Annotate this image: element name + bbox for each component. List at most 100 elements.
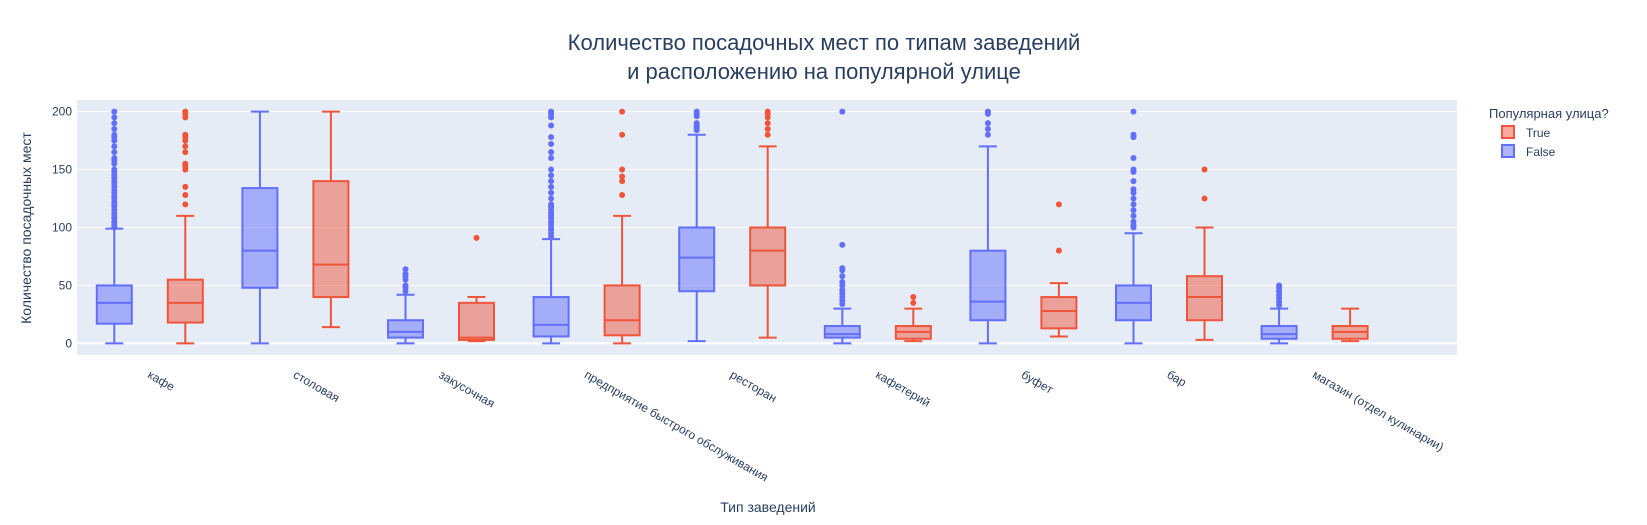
outlier-point (1130, 131, 1137, 138)
outlier-point (548, 149, 555, 156)
box-false (241, 110, 279, 345)
outlier-point (1130, 201, 1137, 208)
outlier-point (619, 131, 626, 138)
outlier-point (1130, 212, 1137, 219)
outlier-point (619, 173, 626, 180)
outlier-point (548, 166, 555, 173)
y-axis-ticks: 0 50 100 150 200 (52, 105, 72, 351)
box-false (678, 108, 716, 343)
outlier-point (764, 108, 771, 115)
outlier-point (548, 141, 555, 148)
box-true (166, 108, 204, 345)
box-true (1186, 166, 1223, 341)
outlier-point (619, 178, 626, 185)
box-series (95, 108, 1369, 345)
y-tick-label: 100 (52, 221, 72, 235)
box-true (1331, 307, 1369, 343)
outlier-point (182, 108, 189, 115)
y-axis-title: Количество посадочных мест (18, 132, 34, 324)
outlier-point (619, 166, 626, 173)
legend-swatch-false (1501, 144, 1515, 158)
outlier-point (182, 201, 189, 208)
outlier-point (1130, 186, 1137, 193)
outlier-point (1276, 282, 1283, 289)
legend-item-false[interactable]: False (1501, 144, 1556, 159)
outlier-point (764, 120, 771, 127)
outlier-point (111, 149, 118, 156)
legend-label-true: True (1526, 126, 1551, 140)
iqr-box (749, 226, 787, 287)
outlier-point (839, 265, 846, 272)
legend-title: Популярная улица? (1489, 106, 1609, 121)
chart-title-line-2: и расположению на популярной улице (627, 59, 1021, 84)
iqr-box (532, 296, 570, 338)
outlier-point (402, 266, 409, 273)
outlier-point (1130, 195, 1137, 202)
outlier-point (548, 195, 555, 202)
iqr-box (312, 180, 350, 299)
outlier-point (111, 131, 118, 138)
legend: Популярная улица? True False (1489, 106, 1609, 159)
outlier-point (182, 143, 189, 150)
box-false (532, 108, 570, 345)
iqr-box (1040, 296, 1078, 330)
box-true (458, 234, 495, 343)
y-tick-label: 50 (59, 278, 73, 292)
outlier-point (548, 183, 555, 190)
iqr-box (678, 226, 716, 293)
iqr-box (166, 278, 204, 324)
outlier-point (402, 270, 409, 277)
box-true (1040, 201, 1078, 338)
outlier-point (111, 108, 118, 115)
y-tick-label: 150 (52, 163, 72, 177)
outlier-point (1130, 207, 1137, 214)
outlier-point (1201, 166, 1208, 173)
outlier-point (1055, 201, 1062, 208)
outlier-point (111, 154, 118, 161)
outlier-point (548, 189, 555, 196)
box-false (969, 108, 1007, 345)
outlier-point (402, 282, 409, 289)
outlier-point (1130, 166, 1137, 173)
outlier-point (182, 192, 189, 199)
outlier-point (839, 273, 846, 280)
outlier-point (548, 201, 555, 208)
legend-item-true[interactable]: True (1501, 125, 1551, 140)
outlier-point (1130, 218, 1137, 225)
outlier-point (839, 108, 846, 115)
iqr-box (241, 187, 279, 289)
box-false (387, 266, 424, 345)
outlier-point (1130, 108, 1137, 115)
outlier-point (619, 108, 626, 115)
outlier-point (1130, 178, 1137, 185)
outlier-point (111, 120, 118, 127)
outlier-point (910, 299, 917, 306)
outlier-point (111, 143, 118, 150)
outlier-point (984, 120, 991, 127)
y-tick-label: 0 (65, 336, 72, 350)
chart-title-line-1: Количество посадочных мест по типам заве… (568, 30, 1081, 55)
outlier-point (839, 287, 846, 294)
legend-label-false: False (1526, 145, 1556, 159)
outlier-point (473, 234, 480, 241)
iqr-box (95, 284, 133, 325)
box-true (894, 294, 932, 343)
iqr-box (969, 249, 1007, 322)
outlier-point (764, 125, 771, 132)
outlier-point (984, 131, 991, 138)
iqr-box (823, 325, 861, 339)
outlier-point (548, 172, 555, 179)
outlier-point (111, 114, 118, 121)
outlier-point (182, 183, 189, 190)
outlier-point (1201, 195, 1208, 202)
iqr-box (603, 284, 641, 337)
box-false (823, 108, 861, 345)
box-true (312, 110, 350, 329)
outlier-point (548, 122, 555, 129)
outlier-point (1055, 247, 1062, 254)
outlier-point (839, 278, 846, 285)
outlier-point (182, 160, 189, 167)
outlier-point (693, 108, 700, 115)
outlier-point (619, 192, 626, 199)
box-true (603, 108, 641, 345)
